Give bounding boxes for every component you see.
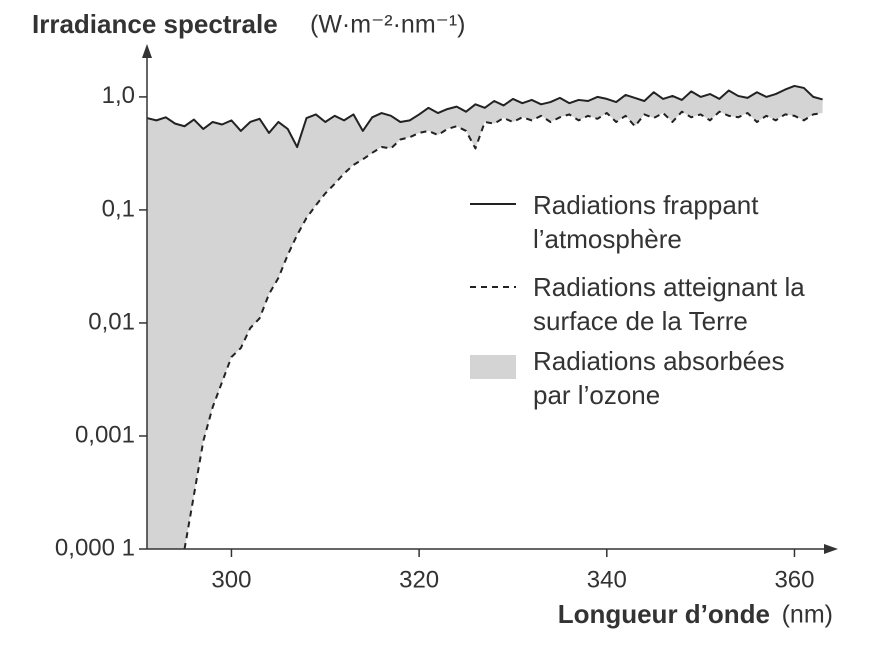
legend-swatch (470, 355, 516, 379)
series-line (183, 110, 823, 550)
plot (146, 84, 823, 550)
x-tick-label: 360 (774, 566, 814, 593)
x-arrow (824, 544, 838, 554)
x-axis-label: Longueur d’onde (558, 599, 770, 629)
x-tick-label: 340 (587, 566, 627, 593)
y-tick-label: 1,0 (102, 82, 135, 109)
legend-label: Radiations frappant l’atmosphère (533, 190, 759, 254)
legend-label: Radiations atteignant la surface de la T… (533, 272, 805, 336)
chart-title: Irradiance spectrale (32, 9, 278, 39)
y-tick-label: 0,001 (75, 421, 135, 448)
y-tick-label: 0,1 (102, 195, 135, 222)
y-arrow (142, 44, 152, 58)
x-tick-label: 320 (399, 566, 439, 593)
absorbed-area (147, 85, 823, 549)
y-tick-label: 0,01 (88, 308, 135, 335)
x-tick-label: 300 (211, 566, 251, 593)
y-unit: (W·m⁻²·nm⁻¹) (310, 11, 466, 39)
legend-label: Radiations absorbées par l’ozone (533, 346, 785, 410)
x-unit: (nm) (782, 601, 833, 629)
y-tick-label: 0,000 1 (55, 534, 135, 561)
series-line (146, 84, 823, 149)
